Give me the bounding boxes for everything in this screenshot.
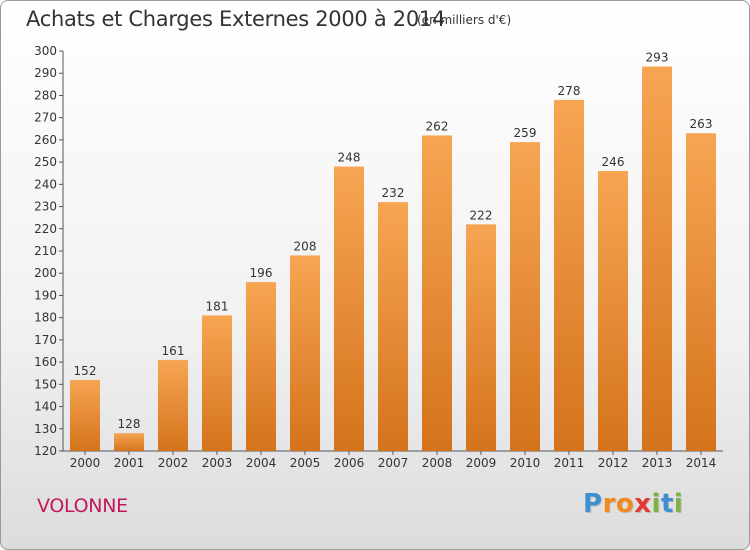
logo-letter: P (583, 489, 603, 519)
bar-2010 (510, 142, 540, 451)
y-tick-label: 200 (34, 266, 57, 280)
logo-letter: t (660, 489, 674, 519)
y-tick-label: 250 (34, 155, 57, 169)
bar-2014 (686, 133, 716, 451)
bar-2011 (554, 99, 584, 451)
x-tick-label-2008: 2008 (422, 456, 453, 470)
x-tick-label-2010: 2010 (510, 456, 541, 470)
y-tick-label: 210 (34, 244, 57, 258)
y-tick-label: 150 (34, 377, 57, 391)
y-tick-label: 180 (34, 311, 57, 325)
x-tick-label-2009: 2009 (466, 456, 497, 470)
x-tick-label-2003: 2003 (202, 456, 233, 470)
data-label-2008: 262 (426, 119, 449, 133)
logo-letter: i (651, 489, 661, 519)
bar-2013 (642, 66, 672, 452)
x-tick-label-2004: 2004 (246, 456, 277, 470)
data-label-2004: 196 (250, 266, 273, 280)
chart-title: Achats et Charges Externes 2000 à 2014 (26, 7, 446, 31)
bar-2002 (158, 359, 188, 451)
data-label-2007: 232 (382, 186, 405, 200)
logo-letter: r (602, 489, 616, 519)
y-tick-label: 230 (34, 200, 57, 214)
y-tick-label: 290 (34, 66, 57, 80)
y-tick-label: 270 (34, 111, 57, 125)
y-tick-label: 260 (34, 133, 57, 147)
x-tick-label-2005: 2005 (290, 456, 321, 470)
y-tick-label: 160 (34, 355, 57, 369)
bar-2005 (290, 255, 320, 451)
data-label-2011: 278 (558, 84, 581, 98)
bar-2006 (334, 166, 364, 452)
data-label-2013: 293 (646, 51, 669, 65)
y-tick-label: 300 (34, 44, 57, 58)
y-tick-label: 140 (34, 400, 57, 414)
y-tick-label: 240 (34, 177, 57, 191)
y-tick-label: 190 (34, 288, 57, 302)
bar-2003 (202, 315, 232, 451)
x-tick-label-2001: 2001 (114, 456, 145, 470)
logo-letter: o (615, 489, 635, 519)
data-label-2014: 263 (690, 117, 713, 131)
bar-2004 (246, 282, 276, 451)
y-tick-label: 170 (34, 333, 57, 347)
logo-letter: i (673, 489, 684, 519)
y-tick-label: 120 (34, 444, 57, 458)
data-label-2010: 259 (514, 126, 537, 140)
bar-2007 (378, 202, 408, 451)
x-tick-label-2011: 2011 (554, 456, 585, 470)
y-tick-label: 220 (34, 222, 57, 236)
x-tick-label-2000: 2000 (70, 456, 101, 470)
x-tick-label-2002: 2002 (158, 456, 189, 470)
data-label-2002: 161 (162, 344, 185, 358)
data-label-2006: 248 (338, 151, 361, 165)
x-tick-label-2012: 2012 (598, 456, 629, 470)
bar-2008 (422, 135, 452, 451)
chart-subtitle: (en milliers d'€) (417, 13, 512, 27)
data-label-2001: 128 (118, 417, 141, 431)
bar-2000 (70, 379, 100, 451)
x-tick-label-2007: 2007 (378, 456, 409, 470)
commune-name: VOLONNE (37, 495, 128, 517)
data-label-2009: 222 (470, 208, 493, 222)
data-label-2003: 181 (206, 299, 229, 313)
data-label-2005: 208 (294, 239, 317, 253)
y-tick-label: 280 (34, 88, 57, 102)
x-tick-label-2014: 2014 (686, 456, 717, 470)
y-tick-label: 130 (34, 422, 57, 436)
bar-2012 (598, 171, 628, 451)
data-label-2000: 152 (74, 364, 97, 378)
x-tick-label-2013: 2013 (642, 456, 673, 470)
x-tick-label-2006: 2006 (334, 456, 365, 470)
data-label-2012: 246 (602, 155, 625, 169)
bar-2001 (114, 433, 144, 451)
proxiti-logo: Proxiti (583, 489, 683, 519)
logo-letter: x (634, 489, 652, 519)
bar-2009 (466, 224, 496, 451)
